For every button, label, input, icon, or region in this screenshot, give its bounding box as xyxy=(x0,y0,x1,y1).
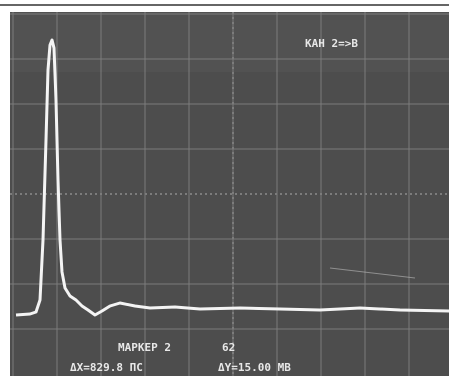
oscilloscope-photo: КАН 2=>B МАРКЕР 2 62 ΔX=829.8 ПС ΔY=15.0… xyxy=(0,0,449,376)
channel-label: КАН 2=>B xyxy=(305,37,358,50)
delta-y: ΔY=15.00 МВ xyxy=(218,361,291,374)
page: КАН 2=>B МАРКЕР 2 62 ΔX=829.8 ПС ΔY=15.0… xyxy=(0,0,449,376)
delta-x: ΔX=829.8 ПС xyxy=(70,361,143,374)
screen-glare xyxy=(10,12,449,72)
marker-label: МАРКЕР 2 xyxy=(118,341,171,354)
marker-value: 62 xyxy=(222,341,235,354)
